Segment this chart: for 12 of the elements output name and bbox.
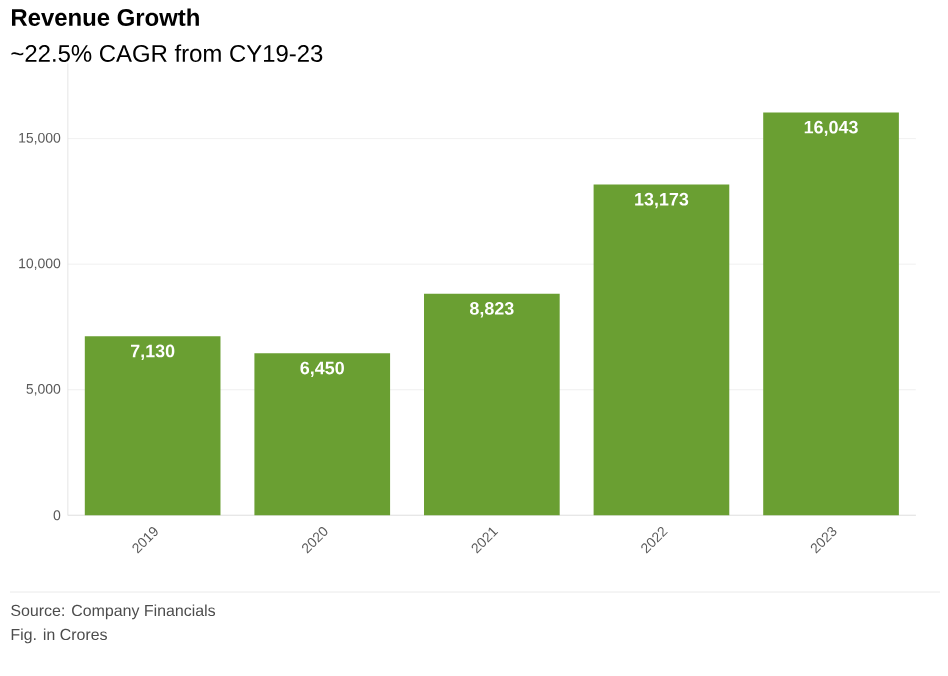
- data-label: 6,450: [300, 361, 344, 377]
- data-label: 7,130: [130, 344, 175, 360]
- data-label: 8,823: [469, 302, 514, 318]
- bar: [763, 112, 899, 516]
- bar: [424, 293, 560, 516]
- data-label: 13,173: [635, 192, 689, 209]
- data-label: 16,043: [804, 120, 858, 137]
- bar: [84, 336, 221, 516]
- bar: [254, 353, 391, 516]
- chart-subtitle: ~22.5% CAGR from CY19-23: [11, 44, 323, 62]
- bar: [593, 184, 730, 516]
- chart-title: Revenue Growth: [12, 8, 199, 26]
